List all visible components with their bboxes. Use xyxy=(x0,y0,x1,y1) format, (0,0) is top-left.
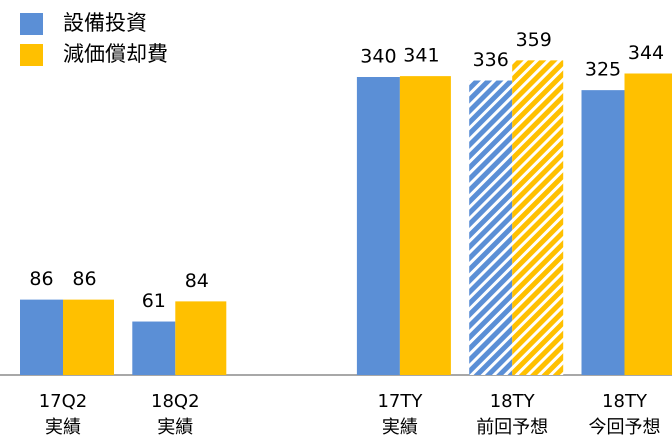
value-label: 325 xyxy=(585,59,621,81)
bar xyxy=(469,80,513,375)
value-label: 86 xyxy=(29,268,53,290)
bar xyxy=(63,299,114,375)
value-label: 84 xyxy=(185,270,209,292)
bar xyxy=(624,73,672,376)
legend-swatch xyxy=(20,44,43,66)
legend-swatch xyxy=(20,13,43,35)
bar xyxy=(175,301,227,375)
value-label: 86 xyxy=(72,268,96,290)
x-tick-label: 18TY xyxy=(490,391,536,412)
bar xyxy=(512,60,564,376)
bar xyxy=(20,299,63,375)
x-tick-label: 18Q2 xyxy=(151,391,200,412)
bar xyxy=(399,76,451,375)
bar xyxy=(581,90,625,375)
x-tick-label: 実績 xyxy=(157,417,193,438)
x-tick-label: 今回予想 xyxy=(589,417,661,438)
x-tick-label: 前回予想 xyxy=(476,417,548,438)
x-tick-label: 実績 xyxy=(45,417,81,438)
x-tick-label: 18TY xyxy=(602,391,648,412)
bar xyxy=(132,321,176,375)
value-label: 61 xyxy=(142,290,166,312)
legend-label: 減価償却費 xyxy=(63,42,168,66)
x-tick-label: 17Q2 xyxy=(39,391,88,412)
x-tick-label: 17TY xyxy=(377,391,423,412)
value-label: 359 xyxy=(516,29,552,51)
x-tick-label: 実績 xyxy=(382,417,418,438)
value-label: 341 xyxy=(403,45,439,67)
bar xyxy=(356,77,400,375)
value-label: 344 xyxy=(628,42,664,64)
value-label: 340 xyxy=(360,46,396,68)
value-label: 336 xyxy=(473,49,509,71)
legend-label: 設備投資 xyxy=(63,11,147,35)
